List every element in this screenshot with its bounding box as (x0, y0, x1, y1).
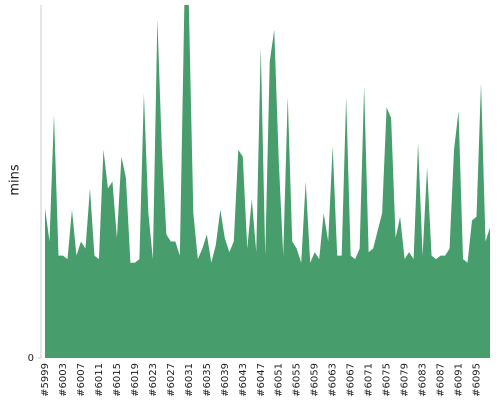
x-tick-label: #6087 (436, 363, 447, 397)
x-tick-label: #6051 (274, 363, 285, 397)
x-tick-label: #6027 (166, 363, 177, 397)
x-tick-label: #6035 (202, 363, 213, 397)
y-axis-label: mins (8, 164, 23, 196)
x-tick-label: #6019 (130, 363, 141, 397)
x-tick-label: #6003 (58, 363, 69, 397)
x-tick-label: #5999 (40, 363, 51, 397)
x-tick-label: #6011 (94, 363, 105, 397)
x-tick-label: #6091 (454, 363, 465, 397)
x-tick-label: #6067 (346, 363, 357, 397)
x-tick-label: #6047 (256, 363, 267, 397)
x-tick-label: #6055 (292, 363, 303, 397)
x-tick-label: #6039 (220, 363, 231, 397)
x-tick-label: #6095 (472, 363, 483, 397)
x-tick-label: #6059 (310, 363, 321, 397)
x-tick-label: #6023 (148, 363, 159, 397)
x-tick-label: #6015 (112, 363, 123, 397)
x-tick-label: #6071 (364, 363, 375, 397)
x-tick-label: #6079 (400, 363, 411, 397)
x-tick-label: #6043 (238, 363, 249, 397)
x-tick-label: #6063 (328, 363, 339, 397)
y-tick-label: 0 (28, 353, 34, 364)
x-tick-label: #6075 (382, 363, 393, 397)
area (45, 5, 490, 358)
x-tick-label: #6031 (184, 363, 195, 397)
x-tick-label: #6083 (418, 363, 429, 397)
x-tick-label: #6007 (76, 363, 87, 397)
